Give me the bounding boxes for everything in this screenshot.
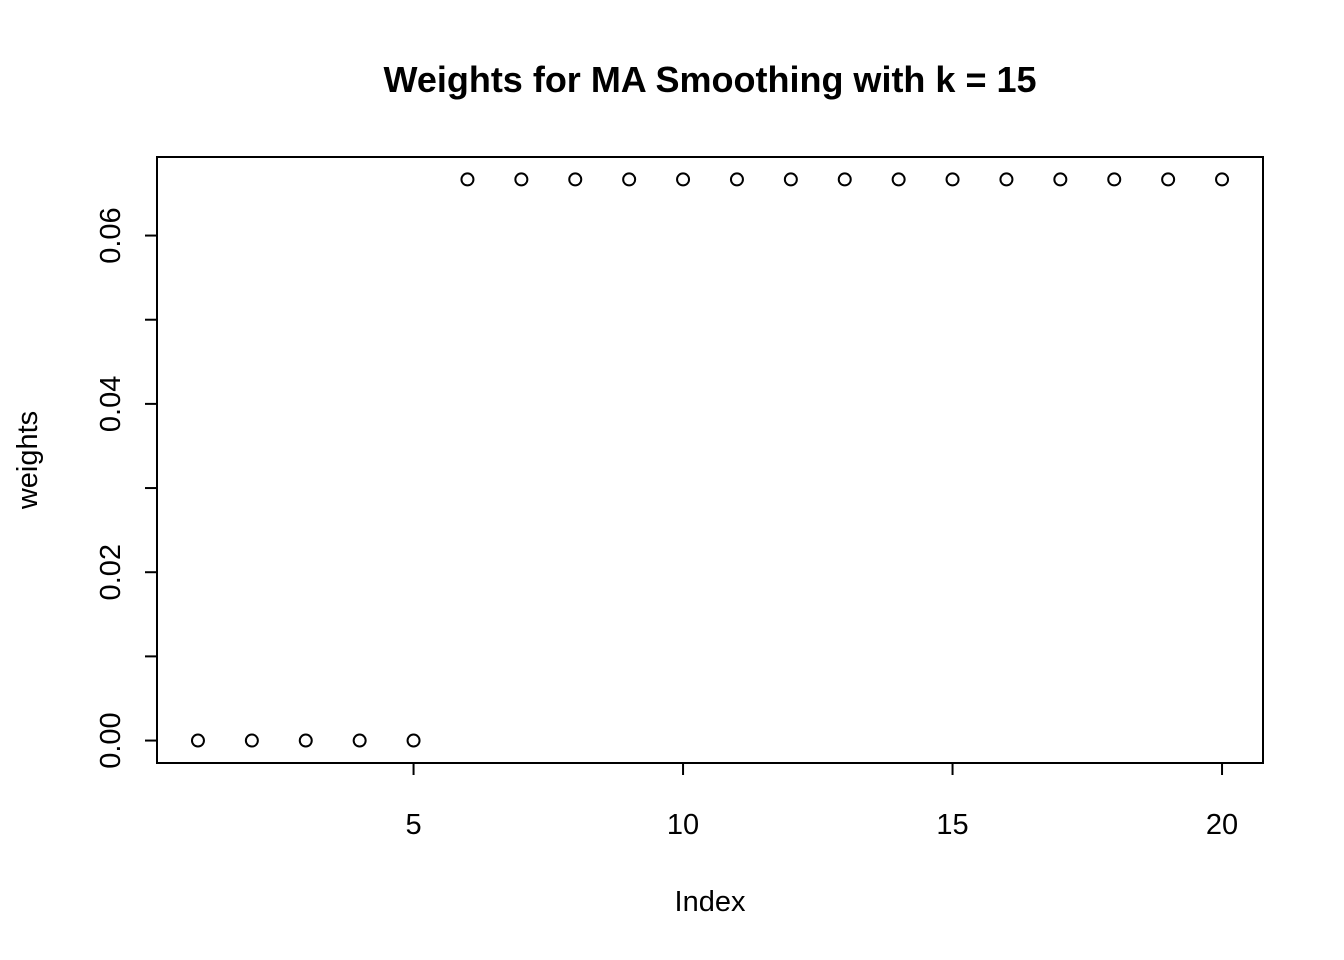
x-axis-label: Index — [675, 886, 746, 918]
y-axis-label: weights — [12, 411, 44, 510]
data-point — [999, 172, 1014, 187]
plot-frame — [156, 156, 1264, 764]
data-point — [676, 172, 691, 187]
data-point — [1215, 172, 1230, 187]
data-point — [568, 172, 583, 187]
data-point — [837, 172, 852, 187]
data-point — [891, 172, 906, 187]
chart-title: Weights for MA Smoothing with k = 15 — [383, 59, 1036, 100]
x-tick-label: 20 — [1206, 809, 1238, 841]
data-point — [514, 172, 529, 187]
x-axis: 5 10 15 20 — [405, 763, 1238, 841]
data-point — [190, 733, 205, 748]
y-axis: 0.00 0.02 0.04 0.06 — [95, 207, 157, 769]
data-point — [1053, 172, 1068, 187]
data-point — [298, 733, 313, 748]
data-point — [622, 172, 637, 187]
x-tick-label: 5 — [405, 809, 421, 841]
data-point — [244, 733, 259, 748]
data-points — [190, 172, 1230, 748]
x-tick-label: 10 — [667, 809, 699, 841]
data-point — [1161, 172, 1176, 187]
data-point — [406, 733, 421, 748]
data-point — [1107, 172, 1122, 187]
data-point — [352, 733, 367, 748]
data-point — [460, 172, 475, 187]
x-tick-label: 15 — [936, 809, 968, 841]
y-tick-label: 0.00 — [95, 712, 127, 768]
data-point — [729, 172, 744, 187]
y-tick-label: 0.06 — [95, 207, 127, 263]
data-point — [945, 172, 960, 187]
y-tick-label: 0.02 — [95, 544, 127, 600]
y-tick-label: 0.04 — [95, 376, 127, 432]
data-point — [783, 172, 798, 187]
